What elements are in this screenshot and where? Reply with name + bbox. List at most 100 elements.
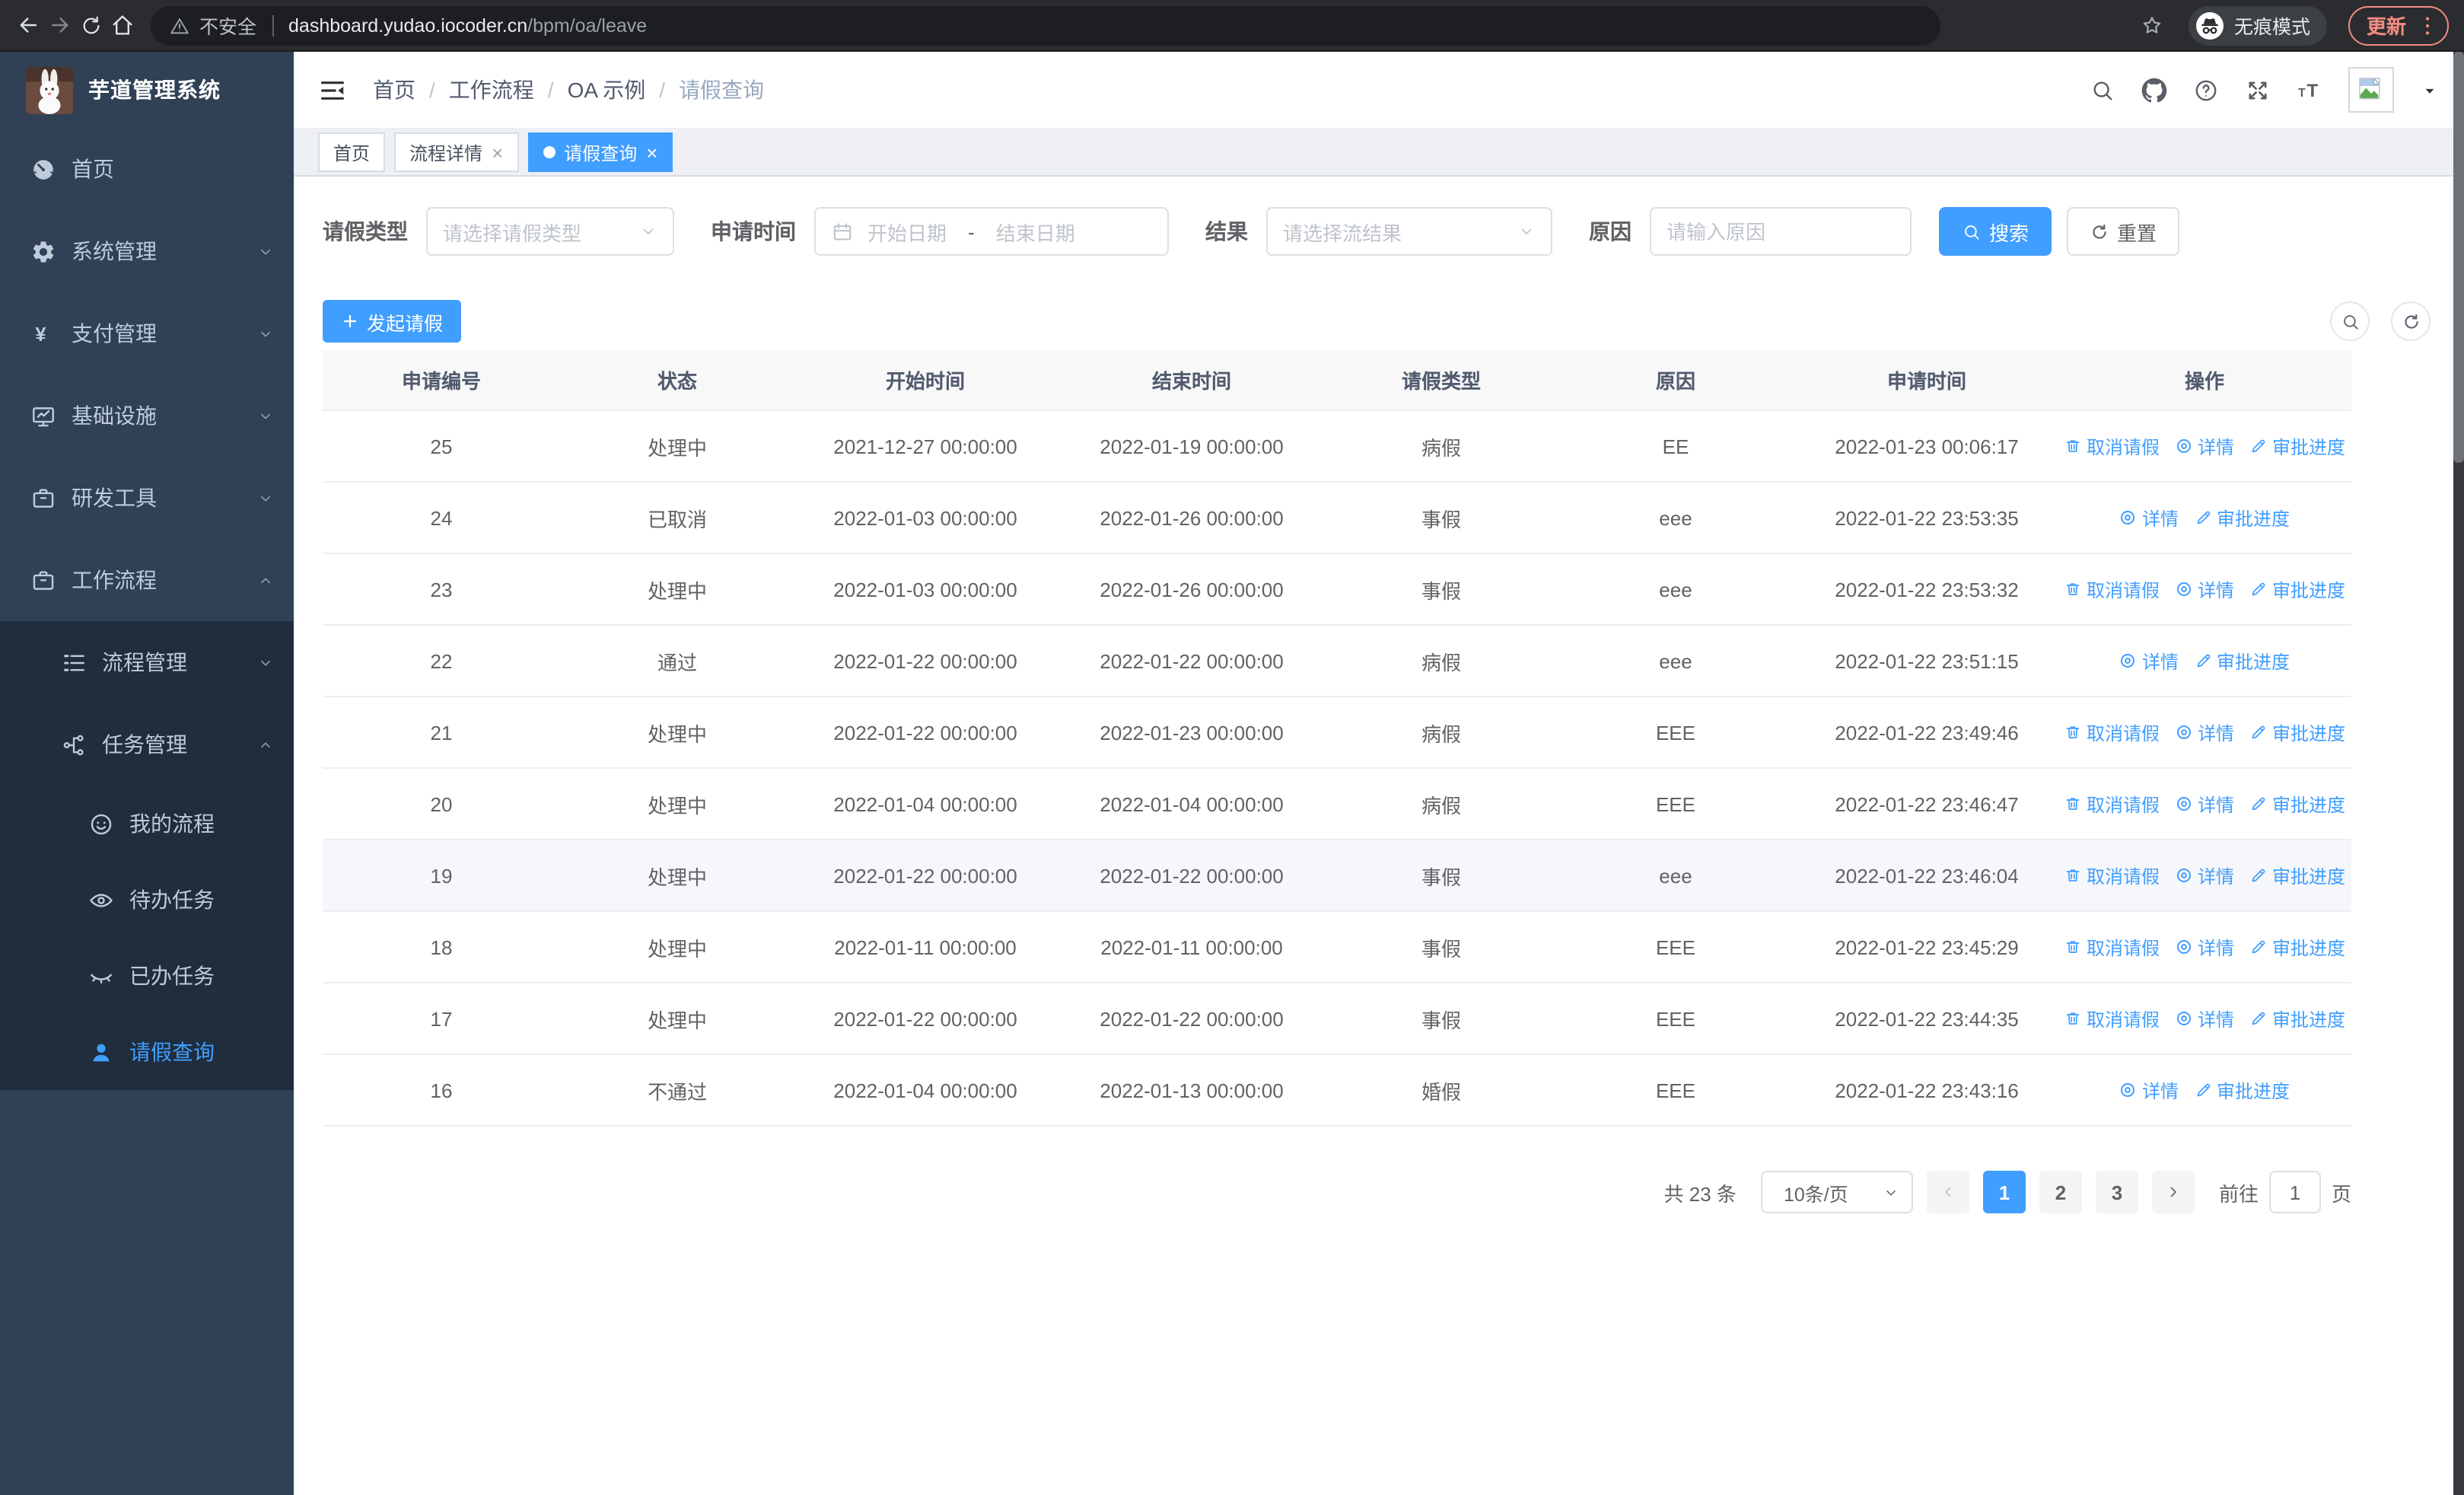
view-icon — [2175, 795, 2193, 813]
action-approval-progress[interactable]: 审批进度 — [2249, 1006, 2345, 1031]
reason-input[interactable] — [1650, 207, 1912, 256]
sidebar-item-研发工具[interactable]: 研发工具 — [0, 457, 294, 539]
forward-icon[interactable] — [47, 12, 73, 38]
kebab-menu-icon[interactable] — [2415, 13, 2440, 37]
action-approval-progress[interactable]: 审批进度 — [2194, 1077, 2290, 1103]
reload-icon[interactable] — [79, 13, 103, 37]
edit-icon — [2249, 723, 2268, 741]
pagination-page-3[interactable]: 3 — [2095, 1171, 2138, 1213]
action-cancel-leave[interactable]: 取消请假 — [2064, 576, 2160, 602]
sidebar: 芋道管理系统 首页 系统管理 ¥ 支付管理 基础设施 研发工具工作流程流程管理 任务管理我的… — [0, 52, 294, 1495]
create-leave-button[interactable]: 发起请假 — [323, 300, 462, 343]
leave-type-select[interactable]: 请选择请假类型 — [426, 207, 674, 256]
delete-icon — [2064, 723, 2082, 741]
action-cancel-leave[interactable]: 取消请假 — [2064, 433, 2160, 459]
action-cancel-leave[interactable]: 取消请假 — [2064, 719, 2160, 745]
github-icon[interactable] — [2141, 77, 2167, 103]
action-detail[interactable]: 详情 — [2175, 433, 2234, 459]
action-approval-progress[interactable]: 审批进度 — [2194, 648, 2290, 674]
refresh-table-button[interactable] — [2391, 301, 2431, 341]
show-search-button[interactable] — [2330, 301, 2370, 341]
bookmark-star-icon[interactable] — [2140, 13, 2164, 37]
close-tab-icon[interactable]: × — [646, 141, 658, 164]
action-detail[interactable]: 详情 — [2175, 576, 2234, 602]
result-select[interactable]: 请选择流结果 — [1266, 207, 1552, 256]
table-cell-status: 处理中 — [647, 937, 707, 960]
action-label: 取消请假 — [2086, 436, 2160, 457]
action-cancel-leave[interactable]: 取消请假 — [2064, 934, 2160, 960]
sidebar-item-label: 我的流程 — [129, 811, 215, 836]
action-detail[interactable]: 详情 — [2119, 1077, 2179, 1103]
sidebar-item-请假查询[interactable]: 请假查询 — [0, 1014, 294, 1090]
help-icon[interactable] — [2193, 77, 2219, 103]
scrollbar-thumb[interactable] — [2453, 52, 2464, 463]
address-bar[interactable]: 不安全 dashboard.yudao.iocoder.cn/bpm/oa/le… — [151, 5, 1940, 45]
action-approval-progress[interactable]: 审批进度 — [2249, 576, 2345, 602]
reset-button[interactable]: 重置 — [2067, 207, 2180, 256]
action-detail[interactable]: 详情 — [2119, 648, 2179, 674]
sidebar-item-任务管理[interactable]: 任务管理 — [0, 703, 294, 786]
tab-首页[interactable]: 首页 — [318, 132, 386, 172]
close-tab-icon[interactable]: × — [492, 141, 504, 164]
search-icon[interactable] — [2090, 77, 2115, 103]
refresh-icon — [2090, 222, 2109, 241]
sidebar-item-工作流程[interactable]: 工作流程 — [0, 539, 294, 621]
search-button[interactable]: 搜索 — [1939, 207, 2052, 256]
sidebar-item-已办任务[interactable]: 已办任务 — [0, 938, 294, 1014]
breadcrumb-item[interactable]: OA 示例 — [567, 78, 646, 102]
browser-update-menu-button[interactable]: 更新 — [2348, 5, 2449, 45]
table-cell-start: 2022-01-22 00:00:00 — [833, 864, 1017, 887]
fullscreen-icon[interactable] — [2245, 77, 2271, 103]
action-cancel-leave[interactable]: 取消请假 — [2064, 862, 2160, 888]
avatar[interactable] — [2348, 67, 2394, 113]
pagination-page-2[interactable]: 2 — [2039, 1171, 2082, 1213]
goto-page-input[interactable] — [2268, 1171, 2321, 1213]
table-header-cell: 原因 — [1655, 370, 1695, 393]
collapse-sidebar-icon[interactable] — [318, 75, 347, 104]
pagination-page-1[interactable]: 1 — [1982, 1171, 2026, 1213]
action-cancel-leave[interactable]: 取消请假 — [2064, 1006, 2160, 1031]
end-date-placeholder: 结束日期 — [995, 222, 1075, 244]
action-cancel-leave[interactable]: 取消请假 — [2064, 791, 2160, 817]
sidebar-item-支付管理[interactable]: ¥ 支付管理 — [0, 292, 294, 375]
sidebar-item-系统管理[interactable]: 系统管理 — [0, 210, 294, 292]
sidebar-item-待办任务[interactable]: 待办任务 — [0, 862, 294, 938]
page-size-select[interactable]: 10条/页 — [1760, 1171, 1913, 1213]
table-cell-type: 病假 — [1421, 722, 1461, 745]
tab-请假查询[interactable]: 请假查询 × — [527, 132, 673, 172]
sidebar-item-我的流程[interactable]: 我的流程 — [0, 786, 294, 862]
action-approval-progress[interactable]: 审批进度 — [2194, 505, 2290, 531]
app-logo-row[interactable]: 芋道管理系统 — [0, 52, 294, 128]
table-cell-actions: 取消请假 详情 审批进度 — [2058, 1006, 2351, 1031]
action-approval-progress[interactable]: 审批进度 — [2249, 719, 2345, 745]
action-approval-progress[interactable]: 审批进度 — [2249, 862, 2345, 888]
sidebar-item-流程管理[interactable]: 流程管理 — [0, 621, 294, 703]
sidebar-item-首页[interactable]: 首页 — [0, 128, 294, 210]
pagination-next[interactable] — [2151, 1171, 2195, 1213]
chevron-down-icon — [257, 325, 274, 342]
pagination-prev[interactable] — [1926, 1171, 1969, 1213]
tab-流程详情[interactable]: 流程详情 × — [394, 132, 519, 172]
action-approval-progress[interactable]: 审批进度 — [2249, 934, 2345, 960]
action-detail[interactable]: 详情 — [2175, 1006, 2234, 1031]
sidebar-item-基础设施[interactable]: 基础设施 — [0, 375, 294, 457]
action-detail[interactable]: 详情 — [2175, 862, 2234, 888]
breadcrumb-item[interactable]: 首页 — [373, 78, 415, 102]
action-detail[interactable]: 详情 — [2175, 719, 2234, 745]
action-detail[interactable]: 详情 — [2175, 934, 2234, 960]
apply-time-range-picker[interactable]: 开始日期 - 结束日期 — [814, 207, 1169, 256]
apply-time-label: 申请时间 — [711, 219, 796, 244]
sidebar-item-label: 工作流程 — [72, 568, 157, 592]
back-icon[interactable] — [15, 12, 41, 38]
caret-down-icon[interactable] — [2420, 80, 2440, 100]
dashboard-icon — [30, 156, 56, 182]
action-approval-progress[interactable]: 审批进度 — [2249, 433, 2345, 459]
action-detail[interactable]: 详情 — [2175, 791, 2234, 817]
home-icon[interactable] — [110, 12, 135, 38]
action-approval-progress[interactable]: 审批进度 — [2249, 791, 2345, 817]
table-cell-reason: EEE — [1655, 1079, 1695, 1101]
action-detail[interactable]: 详情 — [2119, 505, 2179, 531]
browser-scrollbar[interactable] — [2453, 52, 2464, 1495]
breadcrumb-item[interactable]: 工作流程 — [448, 78, 534, 102]
